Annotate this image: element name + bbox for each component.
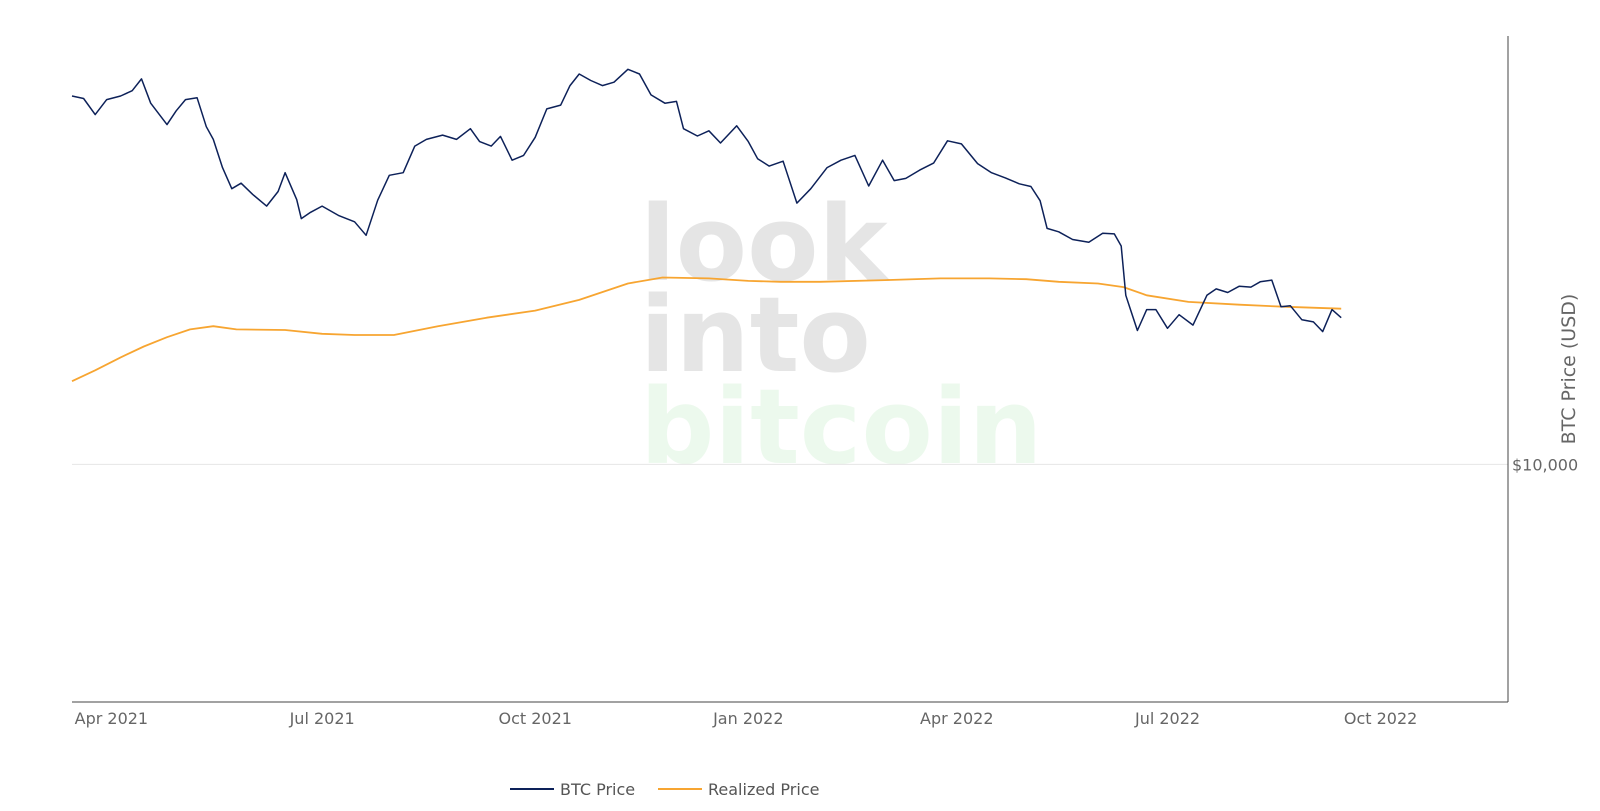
legend-item-realized-price[interactable]: Realized Price — [658, 780, 819, 799]
x-tick-label-3: Jan 2022 — [712, 709, 783, 728]
watermark: look into bitcoin — [640, 183, 1043, 488]
series-layer — [71, 68, 1342, 383]
series-line-btc-price — [71, 68, 1342, 333]
legend-label-realized-price: Realized Price — [708, 780, 819, 799]
y-tick-label-0: $10,000 — [1512, 455, 1578, 474]
watermark-into: into — [640, 274, 871, 396]
watermark-bitcoin: bitcoin — [640, 366, 1043, 488]
x-tick-label-4: Apr 2022 — [920, 709, 993, 728]
legend-item-btc-price[interactable]: BTC Price — [510, 780, 635, 799]
y-axis-title: BTC Price (USD) — [1558, 294, 1580, 445]
x-tick-label-2: Oct 2021 — [498, 709, 571, 728]
series-line-realized-price — [71, 276, 1342, 383]
x-tick-label-5: Jul 2022 — [1134, 709, 1200, 728]
legend-label-btc-price: BTC Price — [560, 780, 635, 799]
x-tick-label-6: Oct 2022 — [1344, 709, 1417, 728]
x-tick-label-0: Apr 2021 — [75, 709, 148, 728]
axes: $10,000 Apr 2021 Jul 2021 Oct 2021 Jan 2022 A… — [72, 36, 1580, 728]
legend[interactable]: BTC Price Realized Price — [510, 780, 819, 799]
x-tick-label-1: Jul 2021 — [289, 709, 355, 728]
watermark-look: look — [640, 183, 891, 305]
